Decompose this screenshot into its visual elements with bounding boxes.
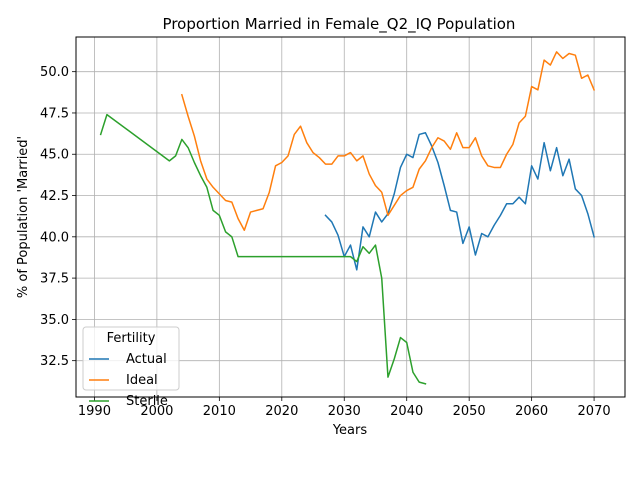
axis-ticks: 1990 2000 2010 2020 2030 2040 2050 2060 2070 32.5…	[40, 65, 611, 419]
x-tick-label: 2060	[515, 404, 548, 419]
series-lines	[99, 51, 596, 385]
legend-title: Fertility	[107, 331, 156, 346]
x-axis-title: Years	[332, 423, 368, 438]
legend: Fertility Actual Ideal Sterile	[82, 326, 180, 409]
x-tick-label: 2000	[140, 404, 173, 419]
y-tick-label: 32.5	[40, 354, 69, 369]
x-tick-label: 2040	[390, 404, 423, 419]
y-tick-label: 45.0	[40, 148, 69, 163]
y-tick-label: 37.5	[40, 272, 69, 287]
series-line-ideal	[180, 51, 596, 231]
chart-title: Proportion Married in Female_Q2_IQ Popul…	[163, 15, 516, 34]
y-tick-label: 50.0	[40, 65, 69, 80]
legend-label-actual: Actual	[126, 352, 167, 367]
series-line-actual	[324, 132, 595, 271]
y-tick-label: 40.0	[40, 230, 69, 245]
legend-label-sterile: Sterile	[126, 394, 168, 409]
y-tick-label: 47.5	[40, 106, 69, 121]
x-tick-label: 2070	[578, 404, 611, 419]
series-line-sterile	[99, 113, 427, 385]
x-tick-label: 2050	[453, 404, 486, 419]
x-tick-label: 2030	[328, 404, 361, 419]
plot-frame	[75, 36, 626, 398]
y-tick-label: 42.5	[40, 189, 69, 204]
x-tick-label: 1990	[78, 404, 111, 419]
legend-label-ideal: Ideal	[126, 373, 158, 388]
legend-box	[82, 326, 180, 391]
x-tick-label: 2020	[265, 404, 298, 419]
grid	[76, 37, 625, 397]
y-tick-label: 35.0	[40, 313, 69, 328]
x-tick-label: 2010	[203, 404, 236, 419]
y-axis-title: % of Population 'Married'	[16, 136, 31, 298]
